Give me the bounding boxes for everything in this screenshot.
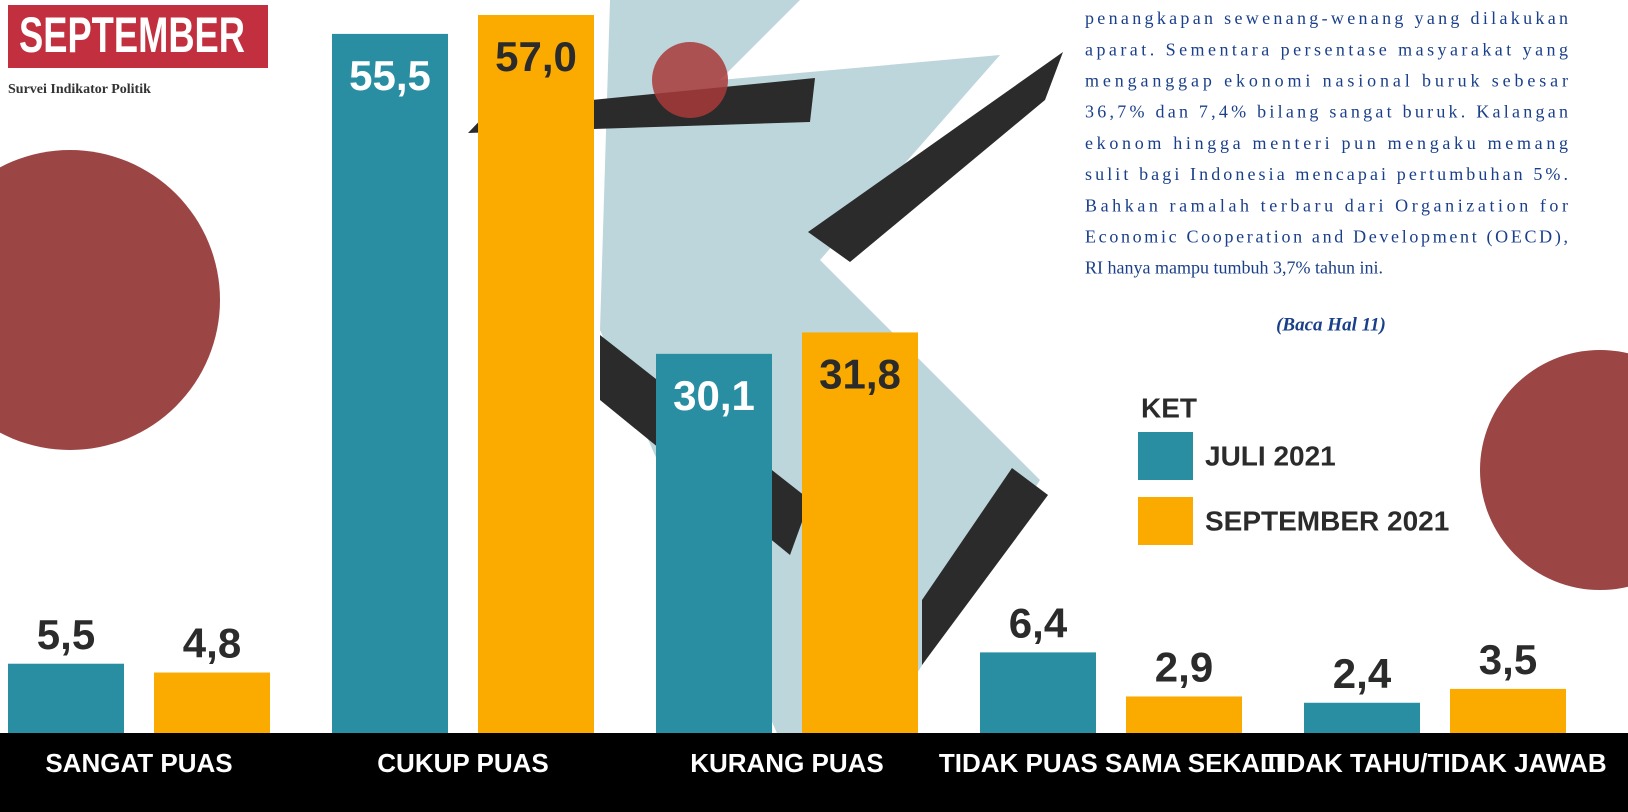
value-label: 2,9: [1155, 644, 1213, 691]
reference: (Baca Hal 11): [1276, 314, 1386, 335]
source: Survei Indikator Politik: [8, 82, 151, 97]
legend-title: KET: [1141, 392, 1197, 423]
bar: [154, 673, 270, 733]
legend-label: JULI 2021: [1205, 440, 1336, 471]
x-tick-label: TIDAK TAHU/TIDAK JAWAB: [1263, 748, 1606, 778]
article-line: 36,7% dan 7,4% bilang sangat buruk. Kala…: [1085, 102, 1568, 122]
x-tick-label: CUKUP PUAS: [377, 748, 548, 778]
bar: [1126, 696, 1242, 733]
article-line: ekonom hingga menteri pun mengaku memang: [1085, 133, 1568, 153]
title: SEPTEMBER: [19, 7, 245, 63]
legend-label: SEPTEMBER 2021: [1205, 505, 1449, 536]
legend-swatch: [1138, 497, 1193, 545]
bar: [332, 34, 448, 733]
article: penangkapan sewenang-wenang yang dilakuk…: [1085, 8, 1568, 278]
article-line: Economic Cooperation and Development (OE…: [1085, 227, 1568, 248]
chart: SEPTEMBER Survei Indikator Politik penan…: [0, 0, 1628, 812]
x-tick-label: SANGAT PUAS: [45, 748, 232, 778]
value-label: 30,1: [673, 372, 755, 419]
bar: [1304, 703, 1420, 733]
article-line: menganggap ekonomi nasional buruk sebesa…: [1085, 71, 1568, 91]
article-line: RI hanya mampu tumbuh 3,7% tahun ini.: [1085, 258, 1383, 278]
value-label: 31,8: [819, 351, 901, 398]
bar: [8, 664, 124, 733]
value-label: 5,5: [37, 611, 95, 658]
value-label: 4,8: [183, 620, 241, 667]
bar: [478, 15, 594, 733]
bar: [980, 652, 1096, 733]
article-line: penangkapan sewenang-wenang yang dilakuk…: [1085, 8, 1568, 28]
value-label: 55,5: [349, 52, 431, 99]
bar: [1450, 689, 1566, 733]
value-label: 2,4: [1333, 650, 1392, 697]
article-line: aparat. Sementara persentase masyarakat …: [1085, 39, 1568, 59]
value-label: 57,0: [495, 33, 577, 80]
x-tick-label: TIDAK PUAS SAMA SEKALI: [939, 748, 1283, 778]
article-line: Bahkan ramalah terbaru dari Organization…: [1085, 195, 1568, 215]
value-label: 6,4: [1009, 599, 1068, 646]
article-line: sulit bagi Indonesia mencapai pertumbuha…: [1085, 164, 1568, 184]
value-label: 3,5: [1479, 636, 1537, 683]
legend-swatch: [1138, 432, 1193, 480]
x-tick-label: KURANG PUAS: [690, 748, 884, 778]
